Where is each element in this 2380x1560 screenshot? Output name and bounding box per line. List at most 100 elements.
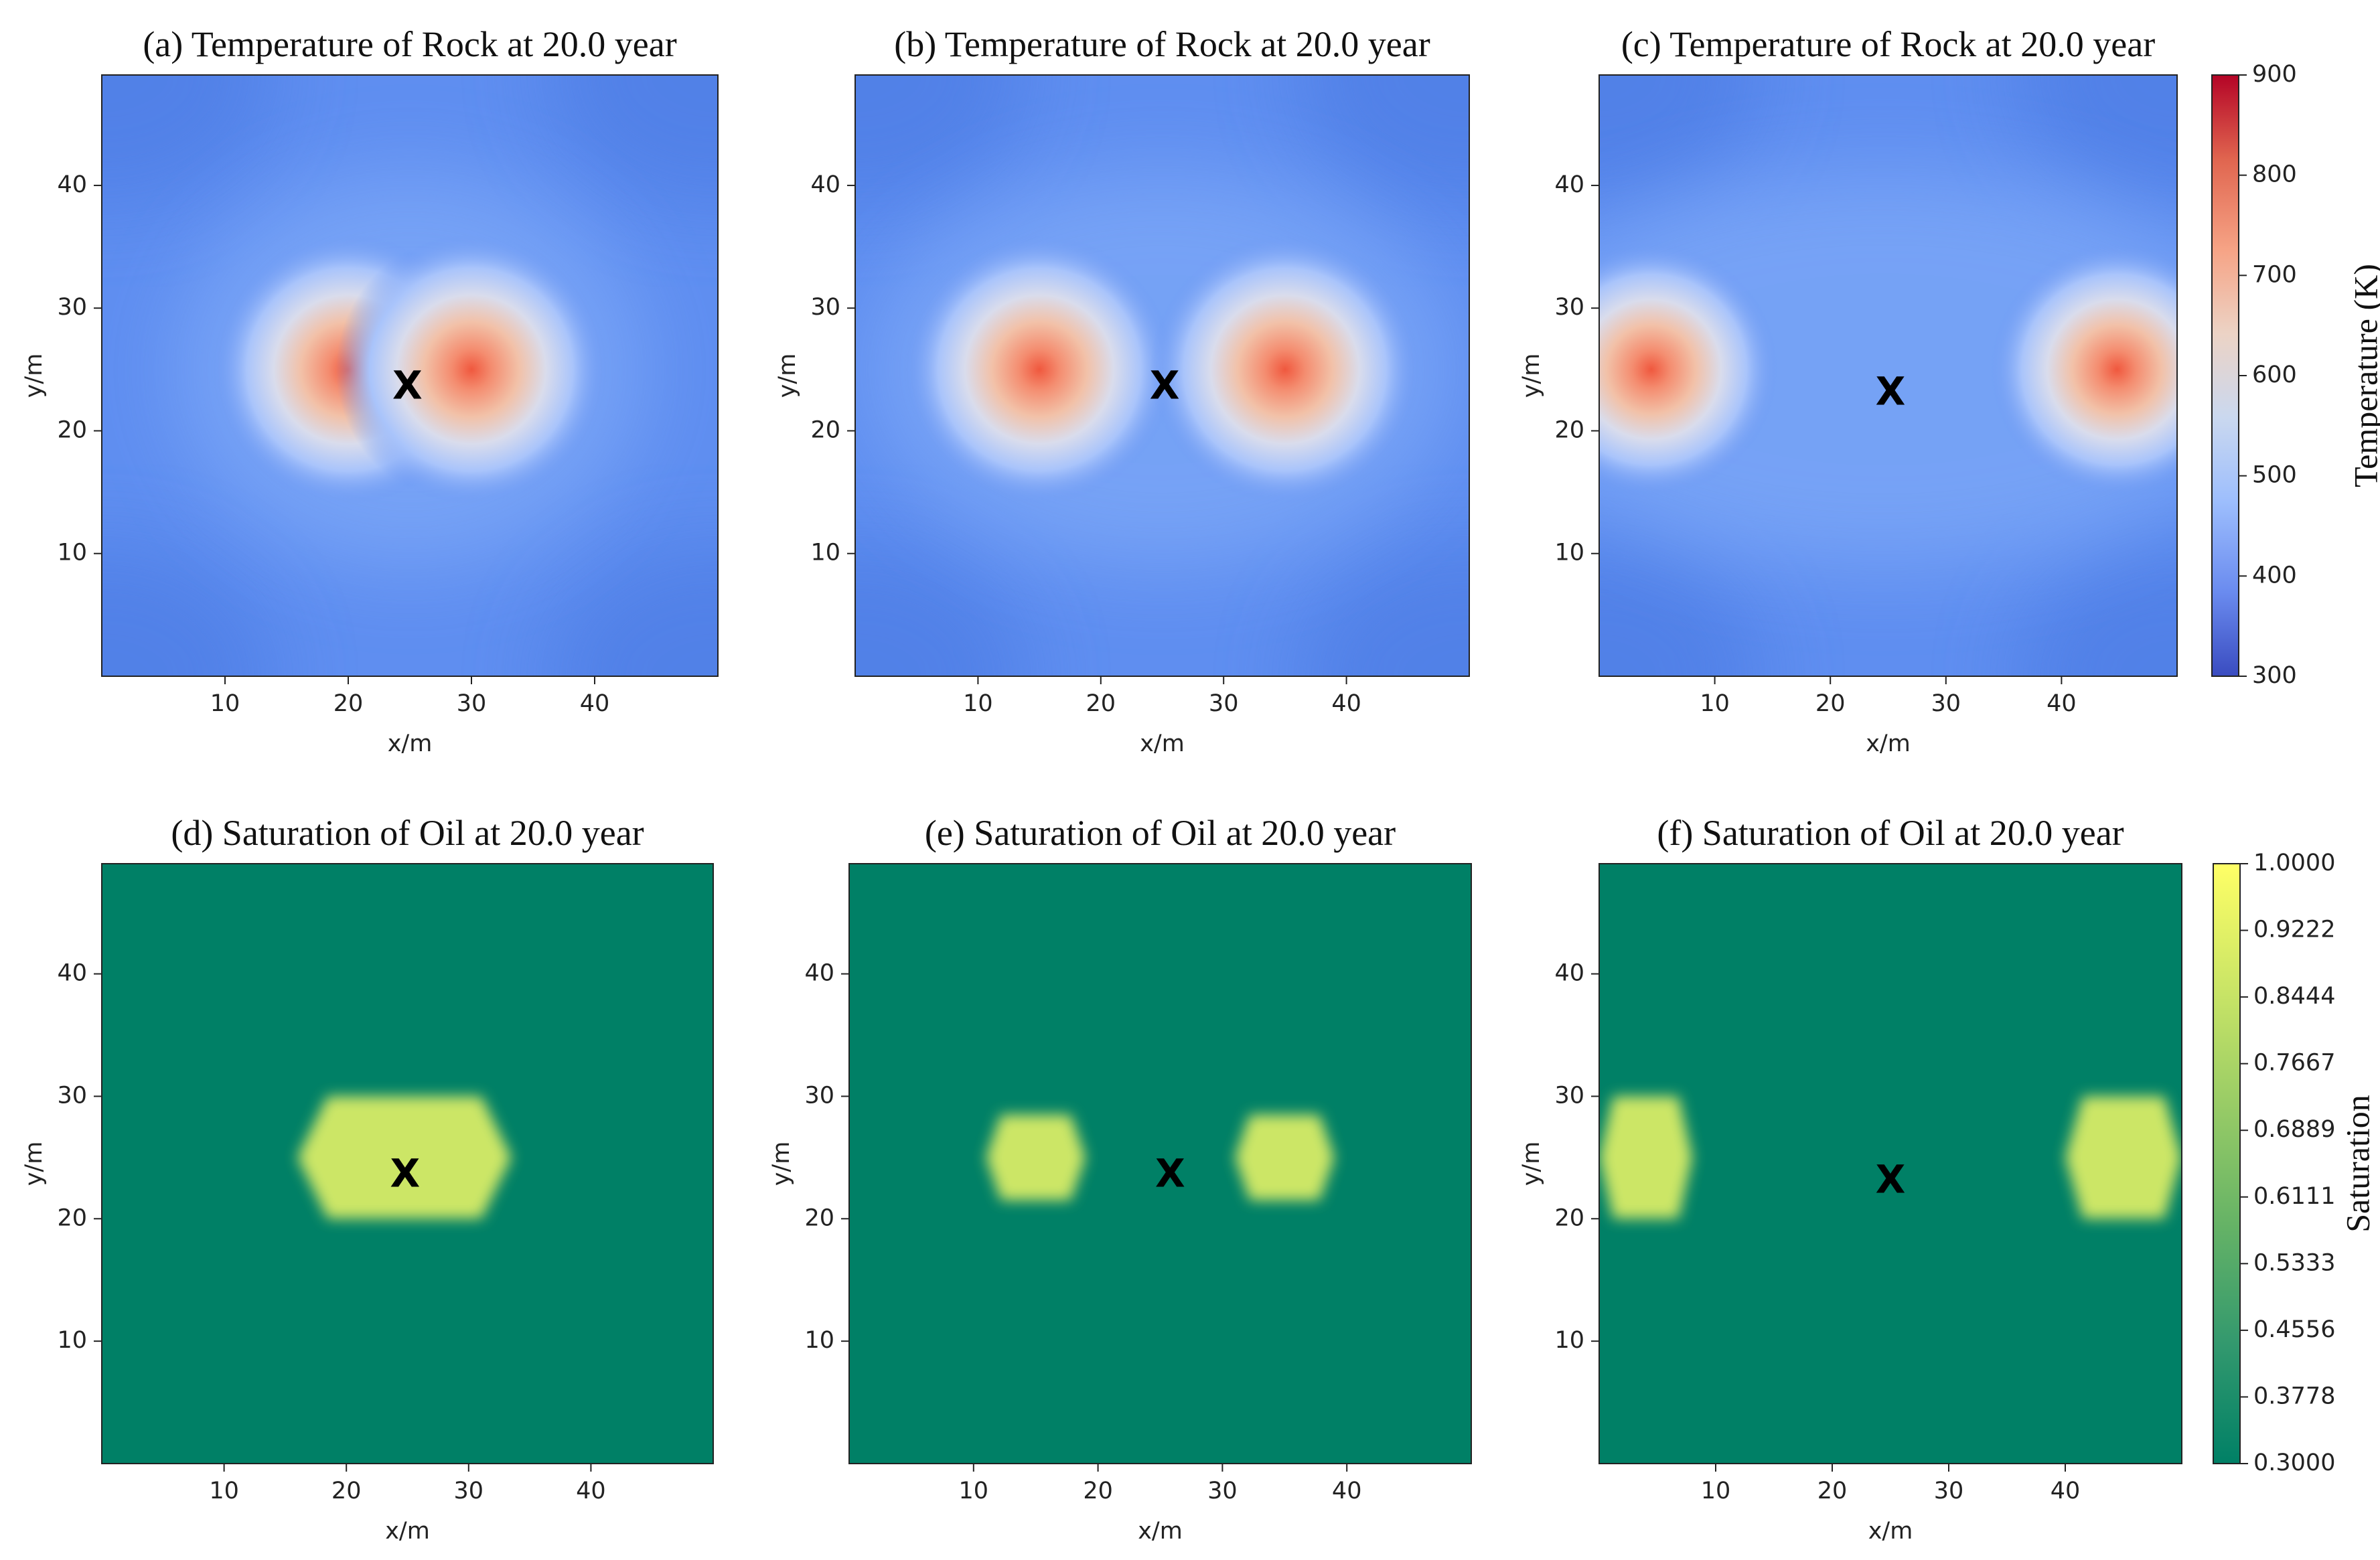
plot-area-a <box>102 75 718 676</box>
x-tick-label: 40 <box>1331 690 1361 717</box>
saturation-colorbar-label: Saturation <box>2338 1095 2376 1233</box>
field-background <box>849 864 1471 1464</box>
panel-e: X (e) Saturation of Oil at 20.0 year 10 20 3… <box>768 813 1472 1545</box>
center-marker: X <box>1876 1157 1906 1202</box>
panel-a: X (a) Temperature of Rock at 20.0 year 10 2… <box>21 24 719 757</box>
center-marker: X <box>1150 362 1180 408</box>
panel-title: (a) Temperature of Rock at 20.0 year <box>143 24 676 64</box>
heat-source <box>1599 242 1779 497</box>
saturation-colorbar-tick-label: 0.3778 <box>2253 1383 2335 1409</box>
x-axis-label: x/m <box>388 730 433 757</box>
cool-corner <box>2015 75 2177 208</box>
x-tick-label: 40 <box>580 690 610 717</box>
plot-area-b <box>855 75 1469 676</box>
center-marker: X <box>1876 369 1906 414</box>
x-tick-label: 30 <box>454 1478 484 1504</box>
saturation-colorbar-tick-label: 0.6111 <box>2253 1183 2335 1210</box>
panel-c: X (c) Temperature of Rock at 20.0 year 10 2… <box>1518 24 2178 757</box>
panel-title: (c) Temperature of Rock at 20.0 year <box>1621 24 2155 64</box>
y-tick-label: 10 <box>804 1327 834 1354</box>
x-axis-label: x/m <box>1140 730 1185 757</box>
oil-zone <box>2065 1096 2182 1219</box>
saturation-colorbar-tick-label: 0.6889 <box>2253 1116 2335 1143</box>
y-axis-label: y/m <box>768 1142 795 1186</box>
temperature-colorbar-tick-label: 500 <box>2252 462 2297 489</box>
heat-source <box>1150 234 1420 505</box>
x-tick-label: 30 <box>1207 1478 1238 1504</box>
y-tick-label: 20 <box>1554 1204 1584 1231</box>
x-tick-label: 40 <box>1332 1478 1362 1504</box>
saturation-colorbar-tick-label: 0.4556 <box>2253 1316 2335 1343</box>
y-tick-label: 30 <box>810 294 840 321</box>
plot-frame <box>101 74 719 677</box>
x-tick-label: 40 <box>2047 690 2077 717</box>
y-tick-label: 30 <box>57 1082 87 1109</box>
panel-d: X (d) Saturation of Oil at 20.0 year 10 20 3… <box>21 813 714 1545</box>
y-tick-label: 30 <box>1554 1082 1584 1109</box>
cool-corner <box>1297 75 1469 208</box>
x-tick-label: 30 <box>1934 1478 1964 1504</box>
y-axis-label: y/m <box>1518 354 1545 398</box>
plot-area-d <box>102 864 713 1464</box>
cool-corner <box>855 75 1027 208</box>
x-tick-label: 10 <box>963 690 993 717</box>
y-tick-label: 40 <box>804 960 834 987</box>
x-axis-label: x/m <box>1868 1518 1913 1545</box>
saturation-colorbar-tick-label: 0.8444 <box>2253 983 2335 1010</box>
x-tick-label: 30 <box>457 690 487 717</box>
x-tick-label: 20 <box>333 690 364 717</box>
plot-frame <box>1598 863 2182 1464</box>
oil-zone <box>986 1114 1086 1200</box>
plot-area-f <box>1599 864 2182 1464</box>
saturation-colorbar-tick-label: 0.5333 <box>2253 1249 2335 1276</box>
plot-frame <box>101 863 714 1464</box>
x-tick-label: 20 <box>1083 1478 1113 1504</box>
temperature-colorbar-tick-label: 800 <box>2252 161 2297 188</box>
x-axis-label: x/m <box>1138 1518 1183 1545</box>
plot-frame <box>1598 74 2178 677</box>
x-tick-label: 40 <box>2051 1478 2081 1504</box>
center-marker: X <box>390 1150 420 1196</box>
oil-zone <box>1234 1114 1335 1200</box>
x-tick-label: 10 <box>209 1478 239 1504</box>
temperature-colorbar-label: Temperature (K) <box>2347 264 2380 487</box>
x-tick-label: 10 <box>959 1478 989 1504</box>
panel-b: X (b) Temperature of Rock at 20.0 year 10 2… <box>774 24 1470 757</box>
x-tick-label: 40 <box>576 1478 606 1504</box>
x-tick-label: 10 <box>210 690 240 717</box>
temperature-colorbar-tick-label: 700 <box>2252 261 2297 288</box>
temperature-colorbar-tick-label: 600 <box>2252 362 2297 388</box>
center-marker: X <box>392 362 423 408</box>
cool-corner <box>1297 544 1469 676</box>
warm-halo <box>1599 171 2177 568</box>
y-tick-label: 30 <box>1554 294 1584 321</box>
cool-corner <box>1599 544 1761 676</box>
cool-corner <box>102 544 275 676</box>
y-tick-label: 30 <box>57 294 87 321</box>
y-tick-label: 40 <box>1554 960 1584 987</box>
saturation-colorbar-tick-label: 0.7667 <box>2253 1050 2335 1077</box>
plot-area-e <box>849 864 1471 1464</box>
panel-f: X (f) Saturation of Oil at 20.0 year 10 20 3… <box>1518 813 2182 1545</box>
plot-area-c <box>1599 75 2177 676</box>
saturation-colorbar: 1.0000 0.9222 0.8444 0.7667 0.6889 0.6111 0.53… <box>2213 850 2376 1476</box>
temperature-colorbar: 900 800 700 600 500 400 300 Temperature (K) <box>2211 61 2380 689</box>
x-axis-label: x/m <box>1866 730 1911 757</box>
plot-frame <box>854 74 1470 677</box>
temperature-colorbar-tick-label: 400 <box>2252 562 2297 589</box>
cool-corner <box>102 75 275 208</box>
cool-corner <box>1599 75 1761 208</box>
y-tick-label: 20 <box>57 1204 87 1231</box>
saturation-colorbar-gradient <box>2213 863 2241 1464</box>
oil-zone <box>1599 1096 1693 1219</box>
x-tick-label: 30 <box>1931 690 1961 717</box>
y-axis-label: y/m <box>21 354 48 398</box>
x-tick-label: 20 <box>1815 690 1846 717</box>
y-tick-label: 20 <box>1554 416 1584 443</box>
panel-title: (d) Saturation of Oil at 20.0 year <box>171 813 644 853</box>
heat-source <box>904 234 1175 505</box>
panel-title: (f) Saturation of Oil at 20.0 year <box>1657 813 2124 853</box>
y-tick-label: 40 <box>1554 171 1584 198</box>
y-axis-label: y/m <box>774 354 801 398</box>
